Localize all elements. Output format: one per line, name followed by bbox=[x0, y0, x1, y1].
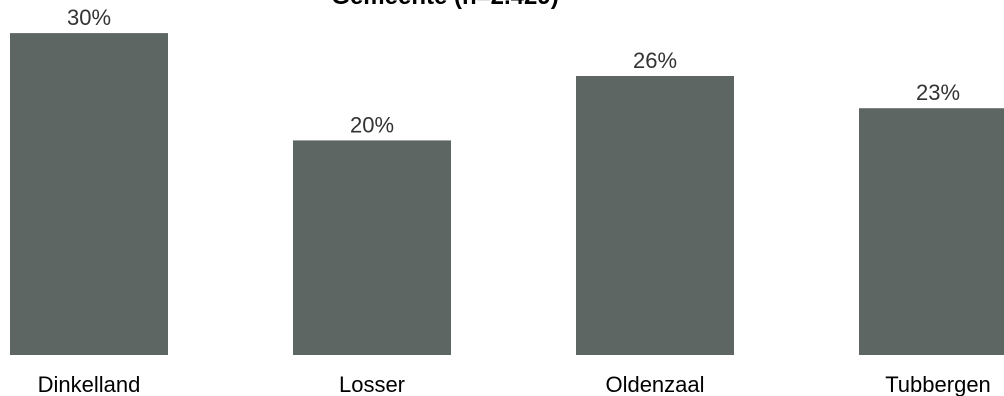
data-label-oldenzaal: 26% bbox=[633, 48, 677, 73]
bar-tubbergen bbox=[859, 108, 1004, 356]
data-labels-group: 30% 20% 26% 23% bbox=[67, 5, 960, 137]
data-label-losser: 20% bbox=[350, 112, 394, 137]
chart-title: Gemeente (n=2.429) bbox=[331, 0, 558, 10]
x-tick-label-losser: Losser bbox=[339, 372, 405, 396]
bars-group bbox=[10, 33, 1004, 356]
x-tick-labels-group: Dinkelland Losser Oldenzaal Tubbergen bbox=[38, 372, 991, 396]
bar-dinkelland bbox=[10, 33, 168, 355]
x-tick-label-dinkelland: Dinkelland bbox=[38, 372, 141, 396]
x-tick-label-oldenzaal: Oldenzaal bbox=[605, 372, 704, 396]
data-label-tubbergen: 23% bbox=[916, 80, 960, 105]
bar-losser bbox=[293, 140, 451, 355]
data-label-dinkelland: 30% bbox=[67, 5, 111, 30]
x-tick-label-tubbergen: Tubbergen bbox=[885, 372, 991, 396]
bar-oldenzaal bbox=[576, 76, 734, 356]
